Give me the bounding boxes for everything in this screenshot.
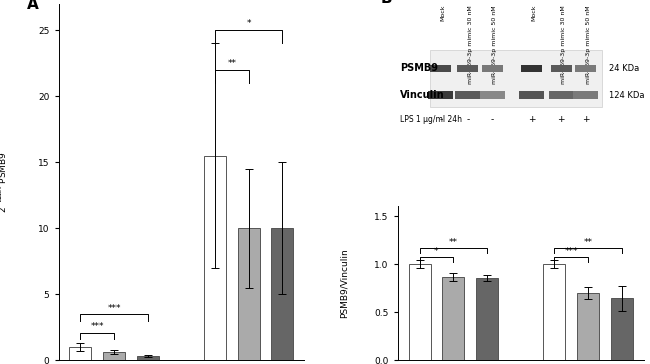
- Text: LPS 1 μg/ml 24h: LPS 1 μg/ml 24h: [400, 115, 462, 124]
- Bar: [428, 91, 453, 99]
- Bar: [551, 65, 571, 72]
- Bar: [272, 228, 293, 360]
- Bar: [136, 356, 159, 360]
- Text: -: -: [491, 115, 494, 124]
- Text: Mock: Mock: [532, 5, 537, 21]
- Text: ***: ***: [564, 247, 578, 256]
- Text: miR-369-3p mimic 50 nM: miR-369-3p mimic 50 nM: [586, 5, 591, 83]
- Bar: [549, 91, 574, 99]
- Text: miR-369-3p mimic 30 nM: miR-369-3p mimic 30 nM: [468, 5, 473, 84]
- Text: PSMB9: PSMB9: [400, 63, 438, 73]
- Text: miR-369-3p mimic 30 nM: miR-369-3p mimic 30 nM: [561, 5, 566, 84]
- Bar: [238, 228, 260, 360]
- Y-axis label: PSMB9/Vinculin: PSMB9/Vinculin: [339, 249, 348, 318]
- Bar: [543, 264, 566, 360]
- Text: +: +: [528, 115, 536, 124]
- Bar: [458, 65, 478, 72]
- Bar: [103, 352, 125, 360]
- Bar: [455, 91, 480, 99]
- Text: **: **: [227, 59, 237, 68]
- Bar: [610, 298, 632, 360]
- Text: -: -: [466, 115, 469, 124]
- Text: A: A: [27, 0, 38, 12]
- Text: +: +: [582, 115, 590, 124]
- Bar: [519, 91, 544, 99]
- Text: ***: ***: [90, 322, 104, 331]
- Text: miR-369-3p mimic 50 nM: miR-369-3p mimic 50 nM: [492, 5, 497, 83]
- Bar: [577, 293, 599, 360]
- Bar: [430, 65, 451, 72]
- Text: 124 KDa: 124 KDa: [609, 91, 645, 100]
- Y-axis label: 2$^{-\Delta\Delta Ct}$ PSMB9: 2$^{-\Delta\Delta Ct}$ PSMB9: [0, 151, 9, 213]
- Bar: [480, 91, 505, 99]
- Bar: [430, 50, 602, 107]
- Bar: [204, 155, 226, 360]
- Bar: [409, 264, 430, 360]
- Text: B: B: [380, 0, 392, 6]
- Bar: [476, 278, 498, 360]
- Bar: [521, 65, 542, 72]
- Text: **: **: [448, 238, 458, 247]
- Text: Mock: Mock: [441, 5, 446, 21]
- Bar: [70, 347, 92, 360]
- Text: ***: ***: [107, 304, 121, 313]
- Text: *: *: [246, 19, 251, 28]
- Text: 24 KDa: 24 KDa: [609, 64, 640, 72]
- Text: Vinculin: Vinculin: [400, 90, 445, 100]
- Bar: [482, 65, 503, 72]
- Text: +: +: [558, 115, 565, 124]
- Bar: [575, 65, 596, 72]
- Text: *: *: [434, 247, 439, 256]
- Text: **: **: [584, 238, 592, 247]
- Text: -: -: [439, 115, 443, 124]
- Bar: [573, 91, 598, 99]
- Bar: [442, 277, 464, 360]
